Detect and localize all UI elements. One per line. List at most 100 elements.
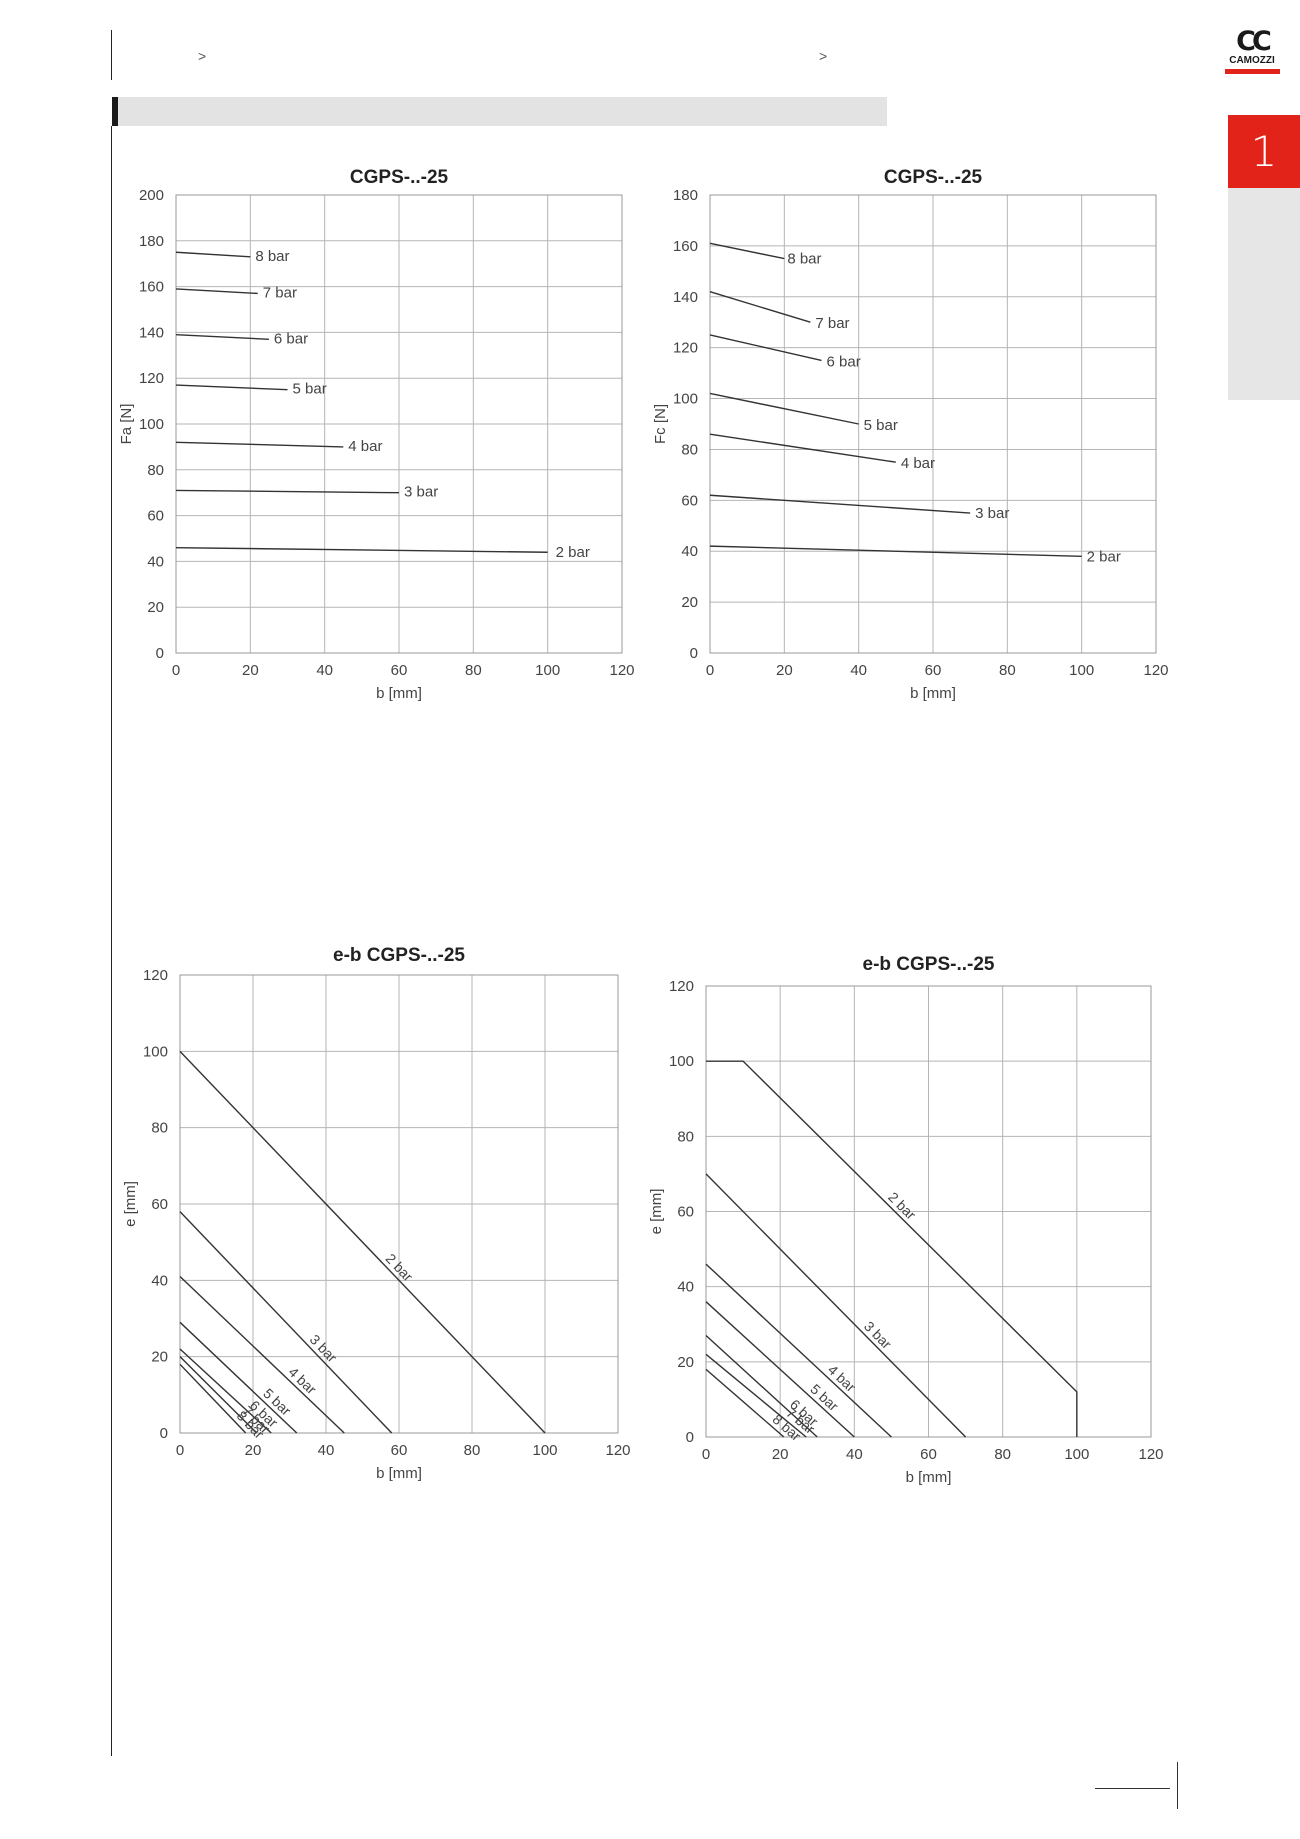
series-line [179,1348,272,1434]
x-tick-label: 80 [465,662,482,679]
x-tick-label: 120 [1143,662,1168,679]
y-axis-label: e [mm] [648,1189,665,1235]
series-line [179,1050,546,1434]
x-tick-label: 0 [172,662,180,679]
series-line [175,441,344,448]
y-tick-label: 180 [139,233,164,250]
y-tick-label: 20 [677,1354,694,1371]
series-line [709,242,785,260]
x-tick-label: 120 [609,662,634,679]
y-tick-label: 140 [139,324,164,341]
y-tick-label: 20 [151,1349,168,1366]
series-label: 4 bar [348,438,382,455]
x-tick-label: 20 [776,662,793,679]
x-tick-label: 40 [850,662,867,679]
series-line [179,1276,345,1434]
y-tick-label: 40 [677,1279,694,1296]
chart-title: e-b CGPS-..-25 [333,945,465,966]
y-tick-label: 120 [673,340,698,357]
series-label: 7 bar [263,284,297,301]
y-tick-label: 40 [681,543,698,560]
y-tick-label: 120 [143,967,168,984]
y-tick-label: 60 [681,492,698,509]
y-tick-label: 160 [139,279,164,296]
x-tick-label: 20 [242,662,259,679]
series-label: 2 bar [885,1189,919,1223]
series-line [175,489,400,494]
series-line [175,251,251,258]
series-line [175,288,258,295]
series-label: 4 bar [901,455,935,472]
x-axis-label: b [mm] [906,1469,952,1486]
y-tick-label: 100 [143,1043,168,1060]
y-tick-label: 100 [669,1053,694,1070]
x-tick-label: 60 [925,662,942,679]
y-tick-label: 40 [151,1272,168,1289]
y-tick-label: 80 [681,441,698,458]
y-tick-label: 0 [690,645,698,662]
x-tick-label: 100 [535,662,560,679]
series-line [705,1353,807,1438]
side-tab-panel [1228,188,1300,400]
x-tick-label: 40 [846,1446,863,1463]
series-label: 2 bar [556,544,590,561]
series-label: 3 bar [404,484,438,501]
series-label: 5 bar [293,381,327,398]
y-tick-label: 60 [151,1196,168,1213]
series-line [705,1335,818,1438]
series-label: 2 bar [1087,548,1121,565]
series-label: 6 bar [274,330,308,347]
series-label: 7 bar [815,315,849,332]
footer-divider [1177,1762,1178,1809]
x-tick-label: 20 [772,1446,789,1463]
x-tick-label: 40 [318,1442,335,1459]
series-line [175,384,288,391]
y-tick-label: 140 [673,289,698,306]
y-tick-label: 0 [160,1425,168,1442]
series-label: 5 bar [864,417,898,434]
series-label: 8 bar [787,251,821,268]
section-header-accent [112,97,118,126]
chart-title: e-b CGPS-..-25 [863,954,995,975]
y-tick-label: 80 [151,1120,168,1137]
y-tick-label: 120 [669,978,694,995]
logo-wordmark: CAMOZZI [1229,55,1275,66]
series-line [709,291,811,323]
section-tab-number[interactable]: 1 [1228,115,1300,188]
y-tick-label: 0 [686,1429,694,1446]
plot-frame [705,985,1152,1438]
y-axis-label: e [mm] [122,1181,139,1227]
x-tick-label: 40 [316,662,333,679]
series-line [175,333,269,340]
series-line [175,546,548,553]
x-tick-label: 0 [176,1442,184,1459]
x-tick-label: 60 [920,1446,937,1463]
y-tick-label: 60 [147,508,164,525]
series-line [709,433,896,463]
series-line [709,392,859,425]
series-line [179,1321,298,1434]
x-tick-label: 80 [464,1442,481,1459]
x-tick-label: 120 [605,1442,630,1459]
x-tick-label: 100 [1064,1446,1089,1463]
x-tick-label: 100 [1069,662,1094,679]
logo-underline [1224,69,1280,74]
section-header-bar [112,97,887,126]
y-axis-label: Fc [N] [652,404,669,444]
series-line [709,494,971,514]
x-tick-label: 0 [702,1446,710,1463]
footer-rule [1095,1788,1170,1789]
breadcrumb-separator: > [819,48,828,64]
series-line [179,1211,393,1434]
y-tick-label: 80 [677,1128,694,1145]
breadcrumb-separator: > [198,48,207,64]
series-line [705,1368,785,1438]
logo-mark: CC [1236,26,1272,57]
y-tick-label: 100 [139,416,164,433]
x-tick-label: 80 [999,662,1016,679]
series-line [179,1363,247,1434]
series-line [705,1173,967,1438]
x-tick-label: 100 [532,1442,557,1459]
